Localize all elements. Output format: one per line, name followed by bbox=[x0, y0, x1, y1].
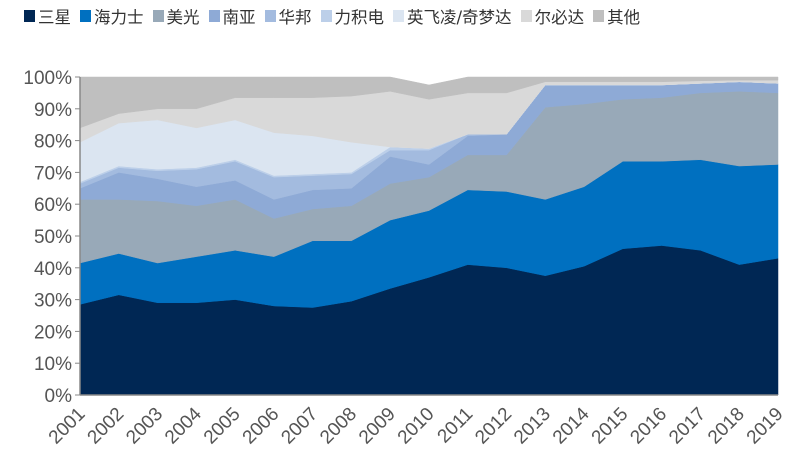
legend-swatch bbox=[520, 10, 532, 22]
x-tick-label: 2015 bbox=[588, 404, 633, 449]
x-tick-label: 2001 bbox=[45, 404, 90, 449]
x-tick-label: 2013 bbox=[510, 404, 555, 449]
legend-label: 海力士 bbox=[94, 8, 144, 27]
y-tick-label: 60% bbox=[34, 195, 72, 216]
y-tick-label: 10% bbox=[34, 354, 72, 375]
y-tick-label: 70% bbox=[34, 163, 72, 184]
legend-item: 英飞凌/奇梦达 bbox=[393, 4, 512, 28]
y-tick-label: 100% bbox=[23, 68, 72, 89]
legend-label: 其他 bbox=[607, 8, 641, 27]
legend-swatch bbox=[80, 10, 91, 22]
area-series-8 bbox=[79, 76, 779, 129]
legend-item: 南亚 bbox=[208, 4, 256, 28]
legend: 三星 海力士 美光 南亚 华邦 力积电 英飞凌/奇梦达 尔必达 其他 bbox=[24, 4, 640, 28]
y-tick-label: 80% bbox=[34, 132, 72, 153]
legend-swatch bbox=[593, 10, 605, 22]
legend-label: 尔必达 bbox=[534, 8, 585, 27]
legend-item: 华邦 bbox=[264, 4, 312, 28]
y-tick-label: 30% bbox=[34, 291, 72, 312]
x-tick-label: 2018 bbox=[704, 404, 749, 449]
legend-item: 海力士 bbox=[80, 4, 144, 28]
y-tick-label: 50% bbox=[34, 227, 72, 248]
legend-item: 美光 bbox=[152, 4, 200, 28]
x-tick-label: 2004 bbox=[161, 403, 206, 448]
legend-item: 力积电 bbox=[320, 4, 385, 28]
y-tick-label: 90% bbox=[34, 100, 72, 121]
legend-label: 三星 bbox=[38, 8, 71, 27]
x-tick-label: 2005 bbox=[200, 404, 245, 449]
legend-item: 其他 bbox=[593, 4, 640, 28]
x-tick-label: 2006 bbox=[239, 404, 284, 449]
x-tick-label: 2016 bbox=[626, 404, 671, 449]
x-tick-label: 2014 bbox=[549, 403, 594, 448]
x-tick-label: 2008 bbox=[316, 404, 361, 449]
y-tick-label: 0% bbox=[45, 386, 73, 407]
legend-swatch bbox=[320, 10, 332, 22]
legend-swatch bbox=[208, 10, 220, 22]
legend-item: 三星 bbox=[24, 4, 71, 28]
legend-label: 力积电 bbox=[334, 8, 385, 27]
x-tick-label: 2009 bbox=[355, 404, 400, 449]
x-tick-label: 2012 bbox=[471, 404, 516, 449]
legend-label: 美光 bbox=[166, 8, 200, 27]
legend-item: 尔必达 bbox=[520, 4, 585, 28]
x-tick-label: 2017 bbox=[665, 404, 710, 449]
y-tick-label: 40% bbox=[34, 259, 72, 280]
legend-label: 南亚 bbox=[222, 8, 256, 27]
legend-swatch bbox=[152, 10, 164, 22]
legend-swatch bbox=[393, 10, 404, 22]
x-tick-label: 2019 bbox=[743, 404, 788, 449]
y-tick-label: 20% bbox=[34, 322, 72, 343]
x-tick-label: 2007 bbox=[277, 404, 322, 449]
legend-swatch bbox=[24, 10, 35, 22]
legend-swatch bbox=[264, 10, 276, 22]
x-tick-label: 2011 bbox=[434, 404, 478, 448]
x-tick-label: 2010 bbox=[394, 404, 439, 449]
x-tick-label: 2003 bbox=[122, 404, 167, 449]
legend-label: 华邦 bbox=[278, 8, 312, 27]
legend-label: 英飞凌/奇梦达 bbox=[407, 8, 512, 27]
x-tick-label: 2002 bbox=[84, 404, 129, 449]
